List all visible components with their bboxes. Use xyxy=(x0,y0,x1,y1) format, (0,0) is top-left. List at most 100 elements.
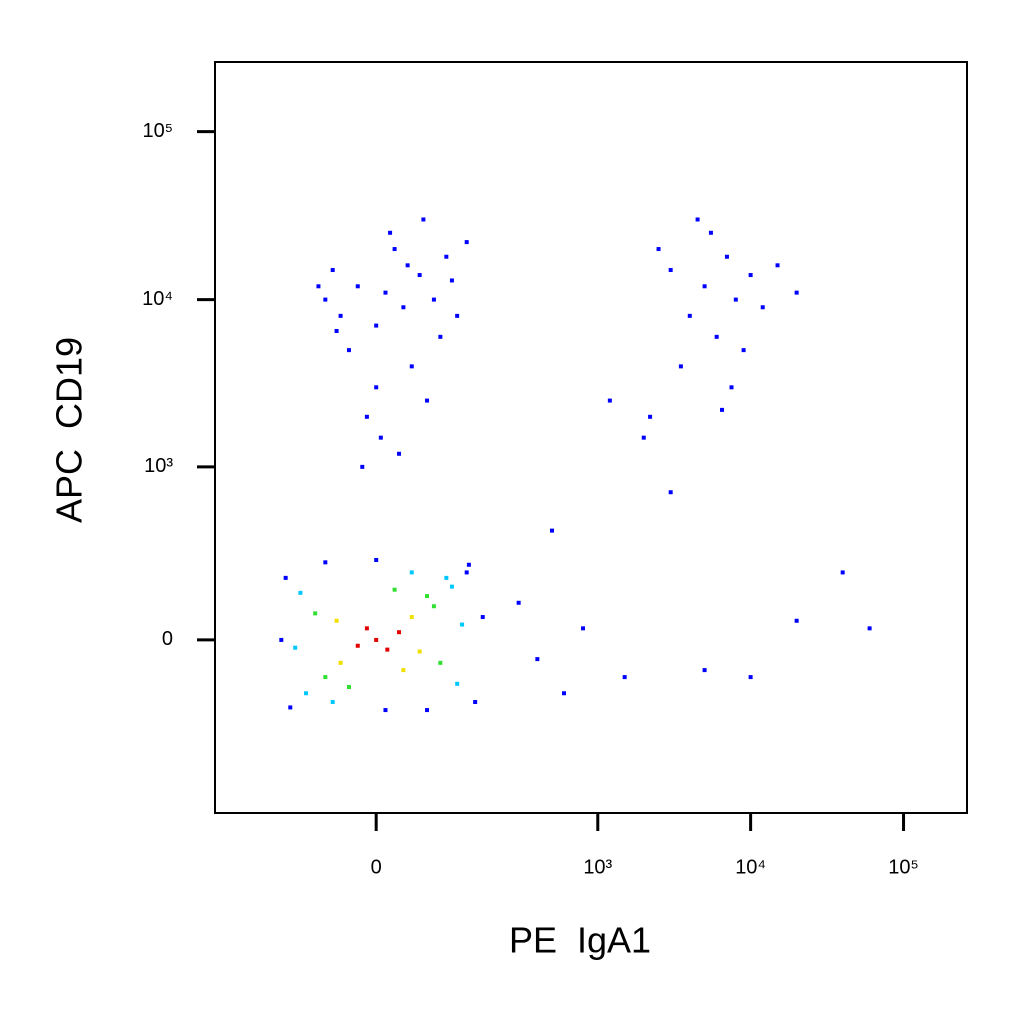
data-point xyxy=(409,615,414,620)
data-point xyxy=(466,562,471,567)
data-point xyxy=(374,637,379,642)
y-tick-label: 10⁴ xyxy=(142,288,173,310)
data-point xyxy=(449,278,454,283)
data-point xyxy=(421,217,426,222)
data-point xyxy=(775,263,780,268)
data-point xyxy=(397,630,402,635)
data-point xyxy=(607,398,612,403)
data-point xyxy=(401,305,406,310)
data-point xyxy=(417,649,422,654)
data-point xyxy=(724,254,729,259)
data-point xyxy=(760,305,765,310)
data-point xyxy=(733,297,738,302)
y-tick-label: 10⁵ xyxy=(142,120,173,142)
x-tick-label: 10⁵ xyxy=(888,856,919,878)
data-point xyxy=(641,435,646,440)
data-point xyxy=(388,230,393,235)
data-point xyxy=(460,622,465,627)
x-tick-label: 10³ xyxy=(583,856,612,878)
data-point xyxy=(288,705,293,710)
data-point xyxy=(355,284,360,289)
data-point xyxy=(346,348,351,353)
data-point xyxy=(480,615,485,620)
data-point xyxy=(549,528,554,533)
data-point xyxy=(355,643,360,648)
data-point xyxy=(323,560,328,565)
data-point xyxy=(323,297,328,302)
data-point xyxy=(438,334,443,339)
data-point xyxy=(444,575,449,580)
data-point xyxy=(455,313,460,318)
data-point xyxy=(720,407,725,412)
data-point xyxy=(656,247,661,252)
data-point xyxy=(687,313,692,318)
data-point xyxy=(431,297,436,302)
data-point xyxy=(794,290,799,295)
data-point xyxy=(409,364,414,369)
data-point xyxy=(392,247,397,252)
data-point xyxy=(464,570,469,575)
x-axis-label: PE IgA1 xyxy=(509,920,651,961)
data-point xyxy=(346,685,351,690)
data-point xyxy=(464,240,469,245)
data-point xyxy=(401,668,406,673)
data-point xyxy=(313,611,318,616)
data-point xyxy=(374,323,379,328)
data-point xyxy=(695,217,700,222)
data-point xyxy=(438,660,443,665)
data-point xyxy=(316,284,321,289)
y-tick-label: 0 xyxy=(162,628,173,650)
data-point xyxy=(702,668,707,673)
data-point xyxy=(473,699,478,704)
data-point xyxy=(678,364,683,369)
data-point xyxy=(385,647,390,652)
data-point xyxy=(334,328,339,333)
data-point xyxy=(392,587,397,592)
x-tick-label: 0 xyxy=(371,856,382,878)
data-point xyxy=(425,708,430,713)
data-point xyxy=(383,708,388,713)
data-point xyxy=(405,263,410,268)
data-point xyxy=(364,414,369,419)
data-point xyxy=(425,594,430,599)
data-point xyxy=(748,273,753,278)
data-point xyxy=(338,660,343,665)
data-point xyxy=(364,626,369,631)
data-point xyxy=(425,398,430,403)
data-point xyxy=(444,254,449,259)
data-point xyxy=(417,273,422,278)
y-tick-label: 10³ xyxy=(144,455,173,477)
data-point xyxy=(702,284,707,289)
data-point xyxy=(431,604,436,609)
data-point xyxy=(562,691,567,696)
data-point xyxy=(535,657,540,662)
data-point xyxy=(668,490,673,495)
data-point xyxy=(330,268,335,273)
data-point xyxy=(840,570,845,575)
data-point xyxy=(298,590,303,595)
data-point xyxy=(383,290,388,295)
data-point xyxy=(293,645,298,650)
data-point xyxy=(374,385,379,390)
data-point xyxy=(708,230,713,235)
plot-frame xyxy=(214,61,968,814)
data-point xyxy=(794,618,799,623)
data-point xyxy=(323,675,328,680)
data-point xyxy=(622,675,627,680)
data-point xyxy=(374,557,379,562)
data-point xyxy=(748,675,753,680)
data-point xyxy=(668,268,673,273)
data-point xyxy=(330,699,335,704)
data-point xyxy=(729,385,734,390)
data-point xyxy=(378,435,383,440)
data-point xyxy=(279,637,284,642)
data-point xyxy=(338,313,343,318)
data-point xyxy=(455,681,460,686)
data-point xyxy=(449,584,454,589)
data-point xyxy=(741,348,746,353)
data-point xyxy=(581,626,586,631)
data-point xyxy=(516,600,521,605)
data-point xyxy=(334,618,339,623)
y-axis-label: APC CD19 xyxy=(49,337,90,523)
